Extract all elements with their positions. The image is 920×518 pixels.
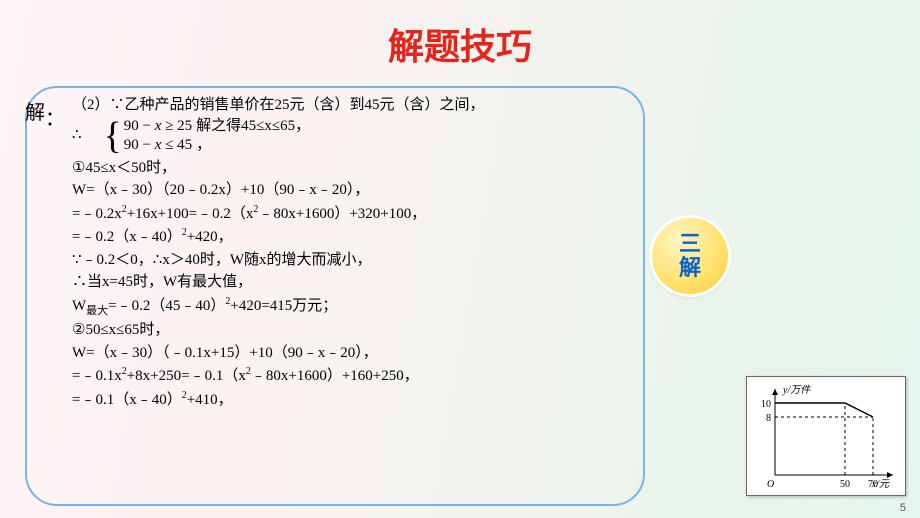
ineq-top-ge: ≥ 25 — [161, 118, 192, 134]
l10a: W — [72, 298, 86, 314]
l7b: +420， — [187, 229, 233, 245]
brace-right-bot: ， — [196, 136, 310, 155]
ineq-bot-90: 90 — [124, 137, 139, 153]
badge-line1: 三 — [679, 232, 701, 256]
line-4: ①45≤x＜50时， — [72, 157, 642, 180]
l7a: =﹣0.2（x﹣40） — [72, 229, 182, 245]
line-6: =﹣0.2x2+16x+100=﹣0.2（x2﹣80x+1600）+320+10… — [72, 202, 642, 226]
page-number: 5 — [900, 502, 906, 514]
l6b: +16x+100=﹣0.2（x — [127, 206, 254, 222]
line-9: ∴当x=45时，W有最大值， — [72, 271, 642, 294]
line-12: W=（x﹣30）（﹣0.1x+15）+10（90﹣x﹣20）， — [72, 342, 642, 365]
chart-svg: 1085070y/万件x/元O — [747, 377, 907, 497]
svg-text:x/元: x/元 — [871, 479, 890, 490]
svg-text:8: 8 — [766, 413, 771, 424]
ineq-bot: 90 − x ≤ 45 — [124, 136, 192, 155]
brace-body: 90 − x ≥ 25 90 − x ≤ 45 — [124, 117, 192, 155]
solve-label: 解： — [25, 96, 65, 125]
line-7: =﹣0.2（x﹣40）2+420， — [72, 225, 642, 249]
badge-line2: 解 — [679, 256, 701, 280]
l14a: =﹣0.1（x﹣40） — [72, 392, 182, 408]
solve-word: 解 — [25, 102, 45, 124]
slide-title: 解题技巧 — [0, 18, 920, 70]
line-1: （2）∵乙种产品的销售单价在25元（含）到45元（含）之间， — [72, 94, 642, 117]
ineq-top-op: − — [139, 118, 155, 134]
left-brace: { — [104, 117, 122, 155]
l10b: =﹣0.2（45﹣40） — [108, 298, 225, 314]
l13b: +8x+250=﹣0.1（x — [127, 368, 246, 384]
ineq-top: 90 − x ≥ 25 — [124, 117, 192, 136]
step-badge: 三 解 — [652, 218, 728, 294]
ineq-bot-le: ≤ 45 — [161, 137, 192, 153]
svg-text:O: O — [767, 479, 774, 490]
line-5: W=（x﹣30）（20﹣0.2x）+10（90﹣x﹣20）， — [72, 179, 642, 202]
solution-body: （2）∵乙种产品的销售单价在25元（含）到45元（含）之间， ∴ { 90 − … — [72, 94, 642, 411]
ineq-top-90: 90 — [124, 118, 139, 134]
l6c: ﹣80x+1600）+320+100， — [258, 206, 426, 222]
l13c: ﹣80x+1600）+160+250， — [251, 368, 419, 384]
line-13: =﹣0.1x2+8x+250=﹣0.1（x2﹣80x+1600）+160+250… — [72, 364, 642, 388]
svg-text:10: 10 — [761, 399, 771, 410]
l10c: +420=415万元； — [230, 298, 337, 314]
l14b: +410， — [187, 392, 233, 408]
brace-right: 解之得45≤x≤65， ， — [196, 117, 310, 155]
inequality-system: ∴ { 90 − x ≥ 25 90 − x ≤ 45 解之得45≤x≤65， … — [72, 117, 642, 155]
line-11: ②50≤x≤65时， — [72, 319, 642, 342]
l13a: =﹣0.1x — [72, 368, 122, 384]
therefore-symbol: ∴ — [72, 124, 82, 147]
l10-sub: 最大 — [86, 305, 108, 317]
line-8: ∵﹣0.2＜0，∴x＞40时，W随x的增大而减小， — [72, 249, 642, 272]
svg-text:y/万件: y/万件 — [782, 384, 811, 396]
svg-text:50: 50 — [840, 479, 850, 490]
line-14: =﹣0.1（x﹣40）2+410， — [72, 388, 642, 412]
l6a: =﹣0.2x — [72, 206, 122, 222]
brace-right-top: 解之得45≤x≤65， — [196, 117, 310, 136]
line-10: W最大=﹣0.2（45﹣40）2+420=415万元； — [72, 294, 642, 320]
inset-chart: 1085070y/万件x/元O — [746, 376, 906, 496]
solve-colon: ： — [45, 108, 65, 130]
ineq-bot-op: − — [139, 137, 155, 153]
